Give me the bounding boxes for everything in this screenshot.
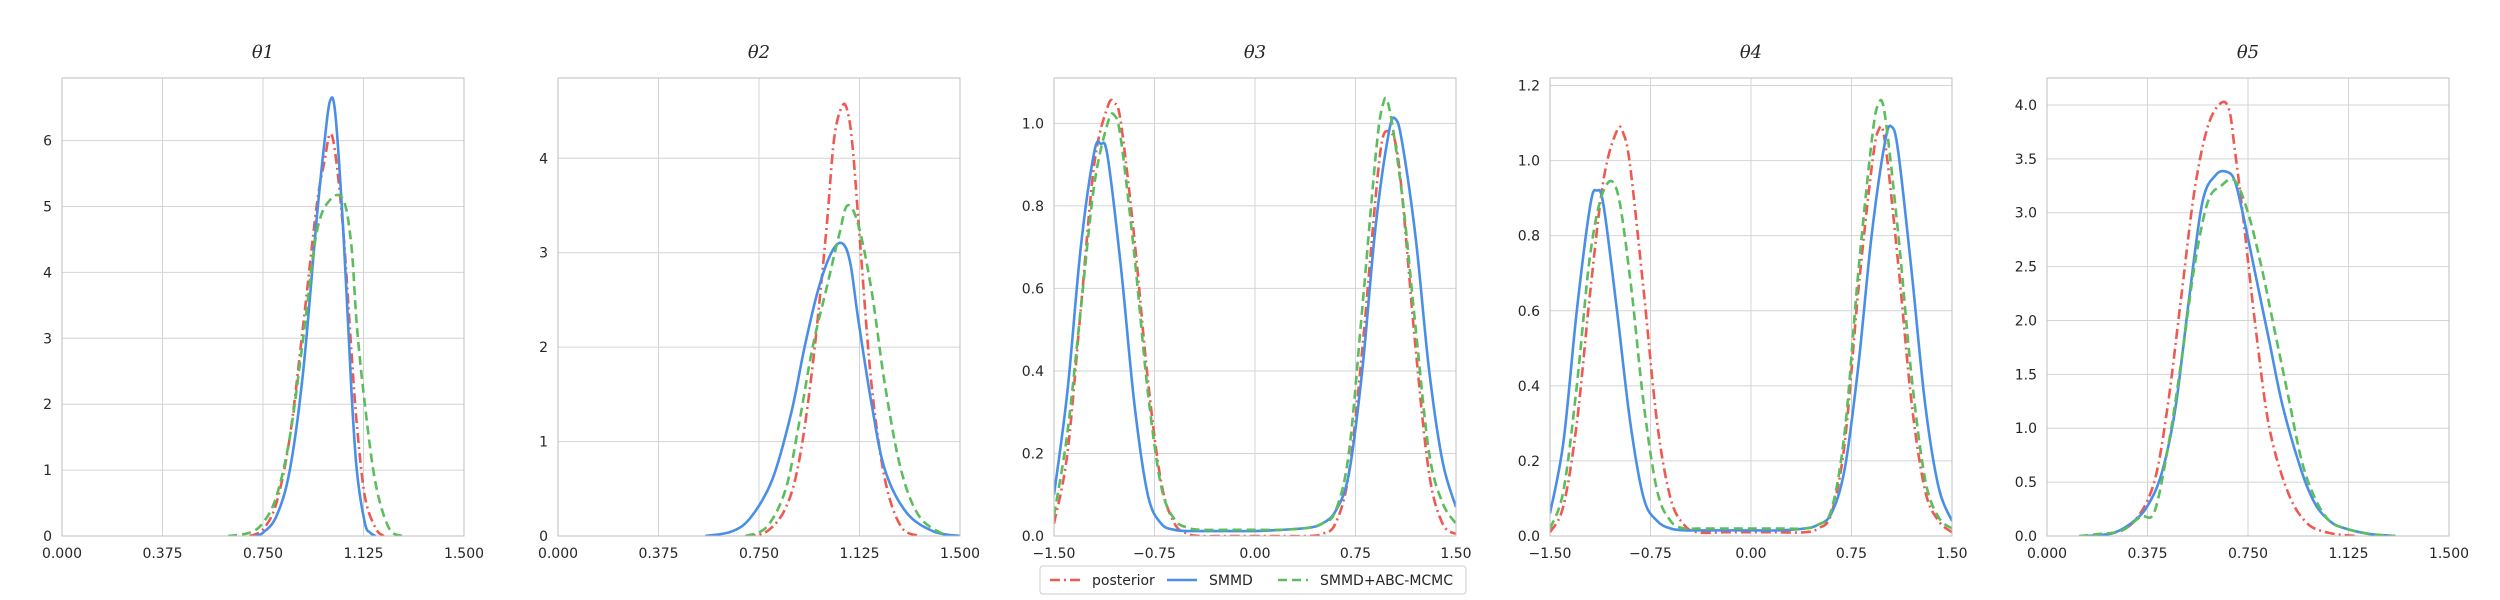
x-tick-label: 0.375 [638, 546, 678, 562]
series-line-smmd-abc-mcmc [745, 203, 948, 536]
x-tick-label: 0.750 [739, 546, 779, 562]
legend-label-smmd: SMMD [1209, 573, 1253, 589]
y-tick-label: 0.4 [1518, 379, 1540, 395]
series-line-smmd-abc-mcmc [2079, 177, 2396, 536]
y-tick-label: 2.5 [2015, 260, 2037, 276]
panel-3: −1.50 −0.75 0.00 0.75 1.50 0.0 0.2 0.4 0.6 0.8 1.0… [1022, 42, 1472, 562]
series-line-posterior [1550, 124, 1952, 535]
x-tick-label: 1.500 [940, 546, 980, 562]
x-tick-label: 0.75 [1836, 546, 1867, 562]
x-tick-label: 1.125 [2328, 546, 2368, 562]
y-tick-label: 2.0 [2015, 313, 2037, 329]
series-line-posterior [1054, 98, 1456, 536]
y-tick-label: 1.0 [2015, 421, 2037, 437]
panel-title: θ3 [1244, 42, 1266, 63]
y-tick-label: 0.2 [1022, 446, 1044, 462]
y-tick-label: 1 [43, 463, 52, 479]
y-tick-label: 4.0 [2015, 98, 2037, 114]
y-tick-label: 0.0 [1518, 529, 1540, 545]
plot-frame [557, 77, 961, 537]
x-tick-label: 0.000 [538, 546, 578, 562]
y-tick-label: 1.0 [1518, 154, 1540, 170]
y-tick-label: 3.5 [2015, 152, 2037, 168]
y-tick-label: 4 [43, 265, 52, 281]
legend-label-posterior: posterior [1092, 573, 1155, 589]
y-tick-label: 2 [43, 397, 52, 413]
legend: posterior SMMD SMMD+ABC-MCMC [1039, 565, 1467, 595]
y-tick-label: 1 [539, 435, 548, 451]
panel-title: θ2 [748, 42, 770, 63]
x-tick-label: 1.50 [1936, 546, 1967, 562]
y-tick-label: 1.5 [2015, 367, 2037, 383]
panel-2: 0.000 0.375 0.750 1.125 1.500 0 1 2 3 4 θ2 [538, 42, 980, 562]
series-line-smmd [1550, 124, 1952, 532]
series-line-posterior [745, 102, 921, 536]
y-tick-label: 0.5 [2015, 475, 2037, 491]
legend-label-smmd-abc-mcmc: SMMD+ABC-MCMC [1320, 573, 1453, 589]
series-line-smmd [705, 241, 960, 536]
y-tick-label: 0 [539, 529, 548, 545]
y-tick-label: 5 [43, 200, 52, 216]
plot-frame [2046, 77, 2450, 537]
series-line-posterior [2087, 100, 2356, 536]
panel-1: 0.000 0.375 0.750 1.125 1.500 0 1 2 3 4 5 6 θ1 [42, 42, 484, 562]
y-tick-label: 0.0 [1022, 529, 1044, 545]
x-tick-label: 0.00 [1735, 546, 1766, 562]
x-tick-label: 0.75 [1340, 546, 1371, 562]
series-line-smmd-abc-mcmc [1550, 98, 1952, 531]
series-line-posterior [249, 132, 385, 536]
y-tick-label: 0.8 [1518, 229, 1540, 245]
y-tick-label: 0.6 [1022, 281, 1044, 297]
plot-frame [1549, 77, 1953, 537]
y-tick-label: 1.0 [1022, 116, 1044, 132]
y-tick-label: 0.0 [2015, 529, 2037, 545]
x-tick-label: 0.750 [2228, 546, 2268, 562]
y-tick-label: 2 [539, 340, 548, 356]
y-tick-label: 3 [539, 246, 548, 262]
panel-title: θ4 [1740, 42, 1762, 63]
y-tick-label: 0.4 [1022, 364, 1044, 380]
x-tick-label: 1.125 [343, 546, 383, 562]
y-tick-label: 6 [43, 134, 52, 150]
series-line-smmd [2087, 169, 2396, 536]
x-tick-label: 1.500 [444, 546, 484, 562]
x-tick-label: 1.50 [1440, 546, 1471, 562]
x-tick-label: 1.500 [2429, 546, 2469, 562]
y-tick-label: 0.8 [1022, 199, 1044, 215]
y-tick-label: 0.2 [1518, 454, 1540, 470]
x-tick-label: −0.75 [1629, 546, 1672, 562]
x-tick-label: 0.375 [142, 546, 182, 562]
legend-box [1039, 565, 1467, 595]
y-tick-label: 0.6 [1518, 304, 1540, 320]
panel-5: 0.000 0.375 0.750 1.125 1.500 0.0 0.5 1.0 1.5 2.0… [2015, 42, 2469, 562]
series-line-smmd-abc-mcmc [1054, 96, 1456, 532]
x-tick-label: −1.50 [1529, 546, 1572, 562]
panel-title: θ1 [252, 42, 274, 63]
x-tick-label: −0.75 [1133, 546, 1176, 562]
panel-title: θ5 [2237, 42, 2259, 63]
x-tick-label: 1.125 [839, 546, 879, 562]
plot-frame [61, 77, 465, 537]
y-tick-label: 0 [43, 529, 52, 545]
series-line-smmd [254, 96, 377, 536]
y-tick-label: 3 [43, 331, 52, 347]
x-tick-label: 0.000 [42, 546, 82, 562]
plot-frame [1053, 77, 1457, 537]
panel-4: −1.50 −0.75 0.00 0.75 1.50 0.0 0.2 0.4 0.6 0.8 1.0… [1518, 42, 1968, 562]
x-tick-label: 0.375 [2127, 546, 2167, 562]
x-tick-label: 0.750 [243, 546, 283, 562]
y-tick-label: 1.2 [1518, 79, 1540, 95]
x-tick-label: −1.50 [1033, 546, 1076, 562]
x-tick-label: 0.000 [2027, 546, 2067, 562]
x-tick-label: 0.00 [1239, 546, 1270, 562]
y-tick-label: 3.0 [2015, 206, 2037, 222]
series-line-smmd-abc-mcmc [227, 193, 404, 536]
y-tick-label: 4 [539, 151, 548, 167]
